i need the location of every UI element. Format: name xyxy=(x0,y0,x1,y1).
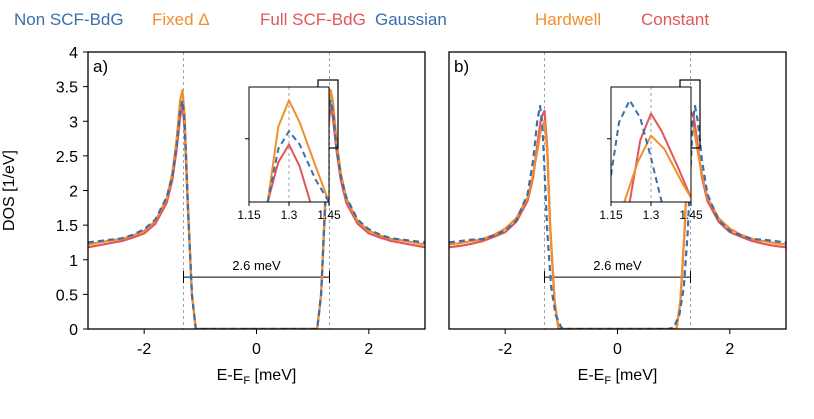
x-tick-label: -2 xyxy=(498,341,512,358)
inset-x-tick-label: 1.3 xyxy=(643,208,660,222)
y-tick-label: 1.5 xyxy=(56,218,78,235)
panel-b: Gaussian Hardwell Constant 2.6 meV b) -2 0 2 E-E… xyxy=(375,10,787,387)
legend-entry: Full SCF-BdG xyxy=(260,10,366,29)
legend-entry: Fixed Δ xyxy=(152,10,210,29)
legend-entry: Gaussian xyxy=(375,10,447,29)
panel-label: b) xyxy=(454,57,469,76)
legend-entry: Constant xyxy=(641,10,709,29)
x-axis-label-unit: [meV] xyxy=(250,367,296,384)
x-axis-label-subscript: F xyxy=(604,375,611,387)
x-tick-label: 2 xyxy=(725,341,734,358)
inset-series-line xyxy=(623,134,691,202)
x-axis-label: E-EF [meV] xyxy=(578,367,658,387)
y-tick-label: 2.5 xyxy=(56,149,78,166)
inset-series-line xyxy=(266,143,312,202)
y-tick-label: 4 xyxy=(69,45,78,62)
x-tick-label: 2 xyxy=(364,341,373,358)
inset-series-line xyxy=(611,99,663,202)
x-tick-label: -2 xyxy=(137,341,151,358)
x-axis-label: E-EF [meV] xyxy=(217,367,297,387)
inset: 1.15 1.3 1.45 xyxy=(237,86,341,222)
y-tick-label: 0 xyxy=(69,322,78,339)
inset-series-line xyxy=(628,112,691,202)
y-tick-label: 1 xyxy=(69,253,78,270)
inset-series-line xyxy=(266,99,329,202)
inset-x-tick-label: 1.3 xyxy=(281,208,298,222)
inset-x-tick-label: 1.15 xyxy=(599,208,623,222)
panel-label: a) xyxy=(93,57,108,76)
legend-entry: Hardwell xyxy=(535,10,601,29)
x-tick-label: 0 xyxy=(252,341,261,358)
gap-label: 2.6 meV xyxy=(593,258,642,273)
inset-x-tick-label: 1.45 xyxy=(317,208,341,222)
legend-entry: Non SCF-BdG xyxy=(14,10,124,29)
x-axis-label-main: E-E xyxy=(217,367,244,384)
series-line xyxy=(88,99,425,329)
y-tick-label: 3.5 xyxy=(56,80,78,97)
inset-x-tick-label: 1.15 xyxy=(237,208,261,222)
x-axis-label-unit: [meV] xyxy=(611,367,657,384)
y-tick-label: 2 xyxy=(69,184,78,201)
inset-series-group xyxy=(266,99,329,202)
x-axis-label-subscript: F xyxy=(243,375,250,387)
inset: 1.15 1.3 1.45 xyxy=(599,86,703,222)
inset-series-group xyxy=(611,99,691,202)
x-tick-label: 0 xyxy=(613,341,622,358)
gap-label: 2.6 meV xyxy=(232,258,281,273)
series-line xyxy=(88,102,425,329)
series-line xyxy=(449,120,786,329)
y-tick-label: 0.5 xyxy=(56,287,78,304)
x-axis-label-main: E-E xyxy=(578,367,605,384)
y-tick-label: 3 xyxy=(69,114,78,131)
series-group xyxy=(449,104,786,329)
panel-a: Non SCF-BdG Fixed Δ Full SCF-BdG 2.6 meV a) -… xyxy=(1,10,426,387)
y-axis-label: DOS [1/eV] xyxy=(1,150,18,231)
inset-series-line xyxy=(266,130,329,202)
inset-x-tick-label: 1.45 xyxy=(679,208,703,222)
series-group xyxy=(88,89,425,329)
series-line xyxy=(449,104,786,329)
